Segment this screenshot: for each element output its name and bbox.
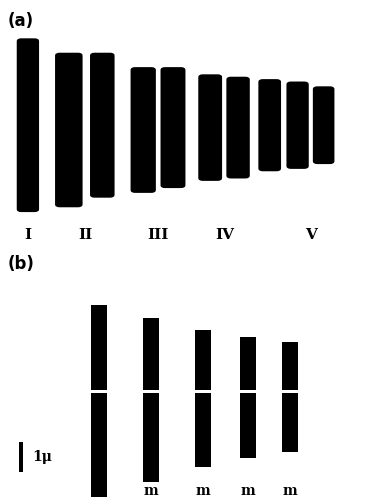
Text: IV: IV [215,228,234,241]
Text: III: III [147,228,169,241]
Text: m: m [196,484,211,498]
FancyBboxPatch shape [313,86,334,164]
FancyBboxPatch shape [161,67,186,188]
Text: m: m [144,484,158,498]
Bar [143,318,159,390]
Bar [195,330,211,390]
FancyBboxPatch shape [258,79,281,172]
Text: (a): (a) [7,12,33,30]
Bar [195,394,211,466]
Bar [282,342,298,390]
Bar [143,394,159,482]
Text: m: m [92,484,106,498]
Text: II: II [78,228,93,241]
Bar [19,442,23,472]
Bar [91,305,107,390]
Text: V: V [305,228,317,241]
FancyBboxPatch shape [55,52,83,208]
FancyBboxPatch shape [17,38,39,212]
Text: m: m [241,484,255,498]
Text: (b): (b) [7,255,34,273]
Bar [240,336,256,390]
FancyBboxPatch shape [90,52,115,198]
Text: I: I [24,228,32,241]
FancyBboxPatch shape [131,67,156,193]
FancyBboxPatch shape [198,74,222,181]
FancyBboxPatch shape [286,82,309,169]
FancyBboxPatch shape [227,76,250,178]
Text: m: m [283,484,298,498]
Text: 1μ: 1μ [32,450,52,464]
Bar [282,394,298,452]
Bar [91,394,107,496]
Bar [240,394,256,458]
